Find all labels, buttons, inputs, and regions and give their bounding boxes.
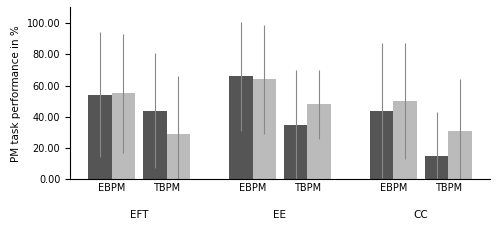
Text: EFT: EFT [130, 210, 148, 220]
Bar [284, 124, 308, 179]
Bar [394, 101, 416, 179]
Text: CC: CC [414, 210, 428, 220]
Bar [112, 93, 134, 179]
Bar [426, 156, 448, 179]
Bar [166, 134, 190, 179]
Bar [370, 111, 394, 179]
Bar [308, 104, 330, 179]
Bar [252, 79, 276, 179]
Bar [448, 131, 471, 179]
Bar [144, 111, 167, 179]
Y-axis label: PM task performance in %: PM task performance in % [11, 25, 21, 162]
Bar [88, 95, 112, 179]
Text: EE: EE [274, 210, 286, 220]
Bar [230, 76, 252, 179]
